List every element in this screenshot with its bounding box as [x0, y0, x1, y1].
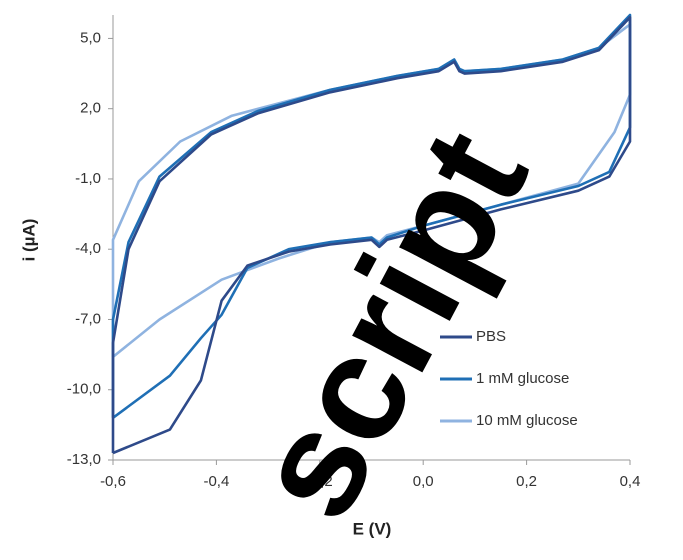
y-axis-title: i (µA) [19, 219, 38, 262]
series-line [111, 16, 632, 455]
y-tick-label: -1,0 [75, 170, 101, 187]
x-axis-title: E (V) [353, 519, 392, 538]
y-tick-label: -7,0 [75, 310, 101, 327]
legend-label: PBS [476, 328, 506, 345]
y-tick-label: 2,0 [80, 100, 101, 117]
x-tick-label: -0,6 [100, 473, 126, 490]
x-tick-label: -0,2 [307, 473, 333, 490]
legend-label: 10 mM glucose [476, 412, 578, 429]
y-tick-label: -13,0 [67, 451, 101, 468]
x-tick-label: 0,0 [413, 473, 434, 490]
y-tick-label: -10,0 [67, 381, 101, 398]
watermark: script [219, 104, 559, 544]
y-tick-label: -4,0 [75, 240, 101, 257]
x-tick-label: 0,4 [620, 473, 641, 490]
y-tick-label: 5,0 [80, 29, 101, 46]
x-tick-label: 0,2 [516, 473, 537, 490]
legend-label: 1 mM glucose [476, 370, 569, 387]
x-tick-label: -0,4 [203, 473, 229, 490]
series-line [111, 13, 632, 419]
